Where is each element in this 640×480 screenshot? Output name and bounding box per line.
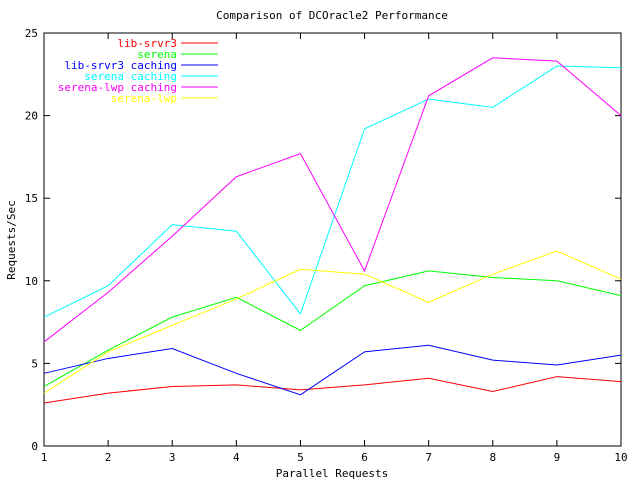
legend-label: lib-srvr3 caching <box>64 59 177 72</box>
legend-label: serena <box>137 48 177 61</box>
series-line-serena-lwp-caching <box>43 57 622 343</box>
x-tick-label: 5 <box>297 451 304 464</box>
series-lines <box>43 57 622 404</box>
chart-title: Comparison of DCOracle2 Performance <box>216 9 448 22</box>
series-line-serena-lwp <box>43 250 622 394</box>
y-tick-label: 15 <box>25 192 38 205</box>
series-line-lib-srvr3-caching <box>43 344 622 396</box>
y-tick-label: 5 <box>31 357 38 370</box>
y-axis-label: Requests/Sec <box>5 200 18 279</box>
x-tick-label: 7 <box>425 451 432 464</box>
x-tick-label: 8 <box>489 451 496 464</box>
x-axis-label: Parallel Requests <box>276 467 389 480</box>
x-tick-label: 2 <box>105 451 112 464</box>
series-line-serena-caching <box>43 65 622 318</box>
y-tick-label: 25 <box>25 27 38 40</box>
legend-label: serena-lwp <box>111 92 177 105</box>
y-axis: 0 5 10 15 20 25 <box>25 27 621 453</box>
x-tick-label: 4 <box>233 451 240 464</box>
x-tick-label: 1 <box>41 451 48 464</box>
x-tick-label: 3 <box>169 451 176 464</box>
plot-frame <box>43 32 622 447</box>
y-tick-label: 20 <box>25 110 38 123</box>
x-axis: 1 2 3 4 5 6 7 8 9 10 <box>41 33 628 464</box>
series-line-serena <box>43 270 622 387</box>
legend-label: serena-lwp caching <box>58 81 177 94</box>
y-tick-label: 10 <box>25 275 38 288</box>
legend-label: serena caching <box>84 70 177 83</box>
x-tick-label: 9 <box>554 451 561 464</box>
legend-label: lib-srvr3 <box>117 37 177 50</box>
x-tick-label: 10 <box>614 451 627 464</box>
series-line-lib-srvr3 <box>43 376 622 404</box>
y-tick-label: 0 <box>31 440 38 453</box>
x-tick-label: 6 <box>361 451 368 464</box>
